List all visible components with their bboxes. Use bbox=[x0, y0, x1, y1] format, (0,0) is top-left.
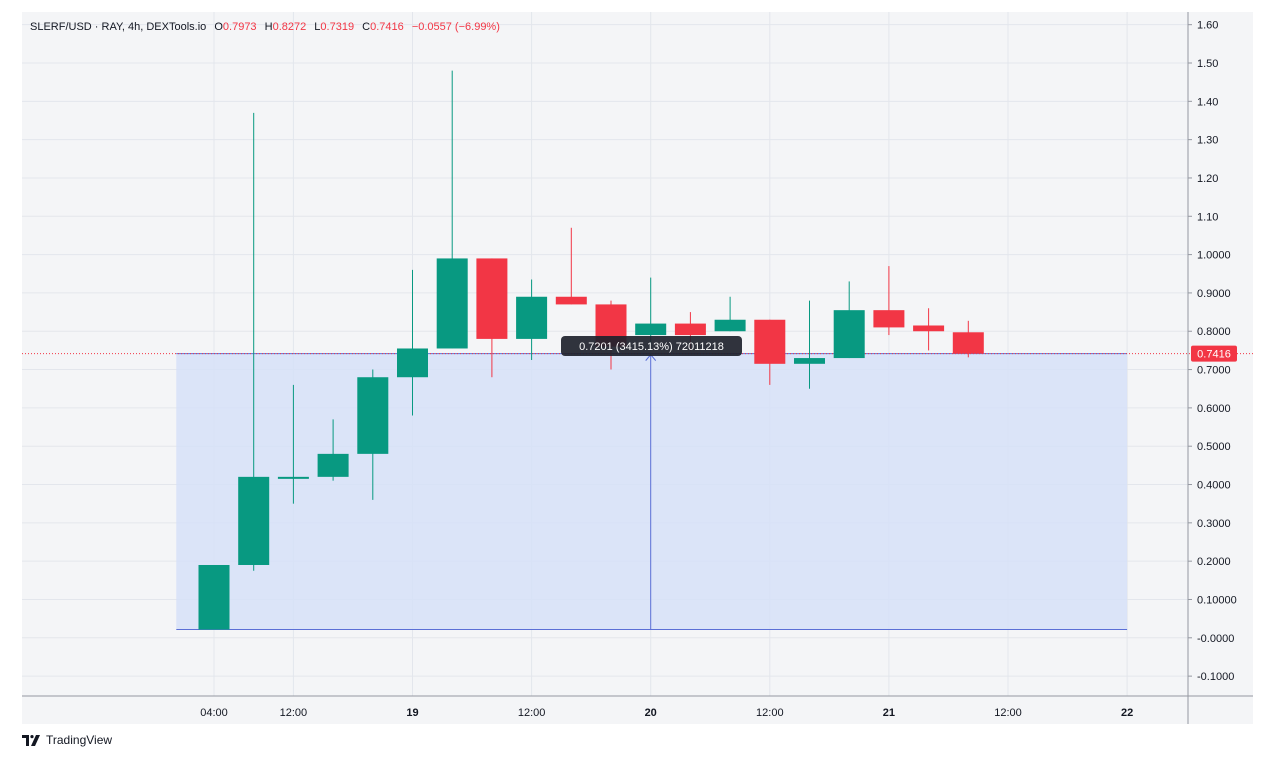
brand-name: TradingView bbox=[46, 733, 113, 747]
time-tick-label: 04:00 bbox=[200, 707, 228, 719]
measure-tooltip-box bbox=[561, 336, 742, 356]
candle-body-down[interactable] bbox=[952, 332, 984, 354]
legend-change: −0.0557 (−6.99%) bbox=[411, 21, 500, 33]
tradingview-brand[interactable]: TradingView bbox=[22, 733, 112, 747]
legend-high-value: 0.8272 bbox=[272, 21, 307, 33]
candle-body-up[interactable] bbox=[238, 476, 270, 565]
candle-body-up[interactable] bbox=[436, 258, 468, 349]
candle-body-up[interactable] bbox=[277, 476, 309, 479]
candle-body-down[interactable] bbox=[754, 319, 786, 364]
candle-body-up[interactable] bbox=[516, 296, 548, 339]
measure-zone[interactable] bbox=[176, 353, 1128, 630]
candle-body-up[interactable] bbox=[794, 358, 825, 364]
price-tick-label: 1.30 bbox=[1197, 135, 1218, 147]
measure-tooltip-text: 0.7201 (3415.13%) 72011218 bbox=[579, 341, 724, 353]
price-tick-label: 0.4000 bbox=[1197, 480, 1231, 492]
candle-body-up[interactable] bbox=[397, 348, 428, 378]
time-tick-label: 12:00 bbox=[518, 707, 546, 719]
time-tick-label: 21 bbox=[883, 707, 895, 719]
candle-body-down[interactable] bbox=[913, 325, 945, 332]
price-tick-label: 0.10000 bbox=[1197, 594, 1237, 606]
candle-body-up[interactable] bbox=[198, 564, 230, 630]
chart-panel[interactable]: 0.7201 (3415.13%) 72011218 1.60 1.50 1.40 1.… bbox=[22, 12, 1253, 724]
price-tick-label: 0.8000 bbox=[1197, 326, 1231, 338]
price-tick-label: 0.2000 bbox=[1197, 556, 1231, 568]
price-tick-label: 0.7000 bbox=[1197, 365, 1231, 377]
candle-body-up[interactable] bbox=[714, 319, 746, 332]
last-price-label: 0.7416 bbox=[1197, 349, 1231, 361]
price-tick-label: -0.0000 bbox=[1197, 633, 1234, 645]
legend-open-value: 0.7973 bbox=[222, 21, 257, 33]
time-tick-label: 22 bbox=[1121, 707, 1133, 719]
tradingview-logo-icon bbox=[22, 734, 40, 746]
legend-low-value: 0.7319 bbox=[320, 21, 355, 33]
price-tick-label: 1.10 bbox=[1197, 211, 1218, 223]
price-tick-label: 1.60 bbox=[1197, 20, 1218, 32]
price-tick-label: 1.50 bbox=[1197, 58, 1218, 70]
candle-body-up[interactable] bbox=[833, 310, 865, 359]
price-tick-label: 1.40 bbox=[1197, 96, 1218, 108]
legend-symbol: SLERF/USD · RAY, 4h, DEXTools.io bbox=[30, 21, 207, 33]
legend-close-label: C bbox=[362, 21, 371, 33]
price-tick-label: -0.1000 bbox=[1197, 671, 1234, 683]
time-tick-label: 20 bbox=[645, 707, 657, 719]
time-tick-label: 12:00 bbox=[994, 707, 1022, 719]
time-tick-label: 12:00 bbox=[280, 707, 308, 719]
price-tick-label: 0.6000 bbox=[1197, 403, 1231, 415]
legend-high-label: H bbox=[264, 21, 273, 33]
candle-body-up[interactable] bbox=[635, 323, 667, 336]
time-tick-label: 12:00 bbox=[756, 707, 784, 719]
price-tick-label: 1.0000 bbox=[1197, 250, 1231, 262]
candle-body-down[interactable] bbox=[476, 258, 508, 339]
candle-body-up[interactable] bbox=[357, 377, 389, 454]
candle-body-down[interactable] bbox=[873, 310, 905, 328]
time-tick-label: 19 bbox=[406, 707, 418, 719]
legend-close-value: 0.7416 bbox=[370, 21, 404, 33]
chart-legend: SLERF/USD · RAY, 4h, DEXTools.io O0.7973… bbox=[30, 21, 500, 33]
chart-canvas[interactable]: 0.7201 (3415.13%) 72011218 1.60 1.50 1.40 1.… bbox=[22, 12, 1253, 724]
price-tick-label: 0.9000 bbox=[1197, 288, 1231, 300]
price-tick-label: 0.3000 bbox=[1197, 518, 1231, 530]
candle-body-down[interactable] bbox=[674, 323, 706, 336]
last-price-badge bbox=[1191, 345, 1237, 362]
legend-open-label: O bbox=[214, 21, 223, 33]
legend-low-label: L bbox=[314, 21, 321, 33]
candle-body-up[interactable] bbox=[317, 453, 349, 477]
price-tick-label: 1.20 bbox=[1197, 173, 1218, 185]
price-tick-label: 0.5000 bbox=[1197, 441, 1231, 453]
candle-body-down[interactable] bbox=[555, 296, 587, 305]
